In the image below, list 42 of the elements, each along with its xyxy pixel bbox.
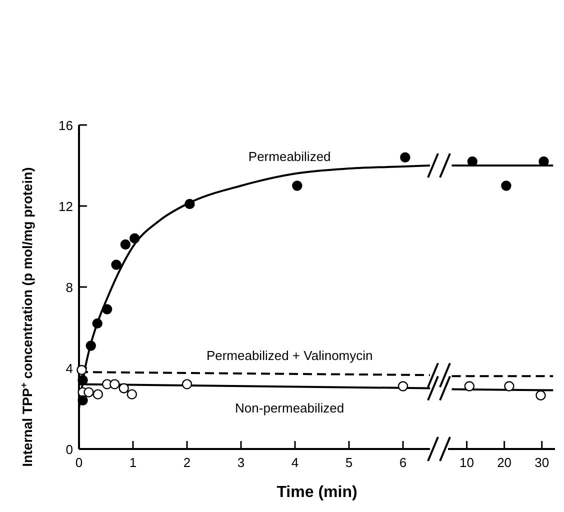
y-tick-label: 4	[66, 361, 73, 376]
x-tick-label: 6	[399, 455, 407, 470]
point	[84, 387, 94, 398]
x-tick-label: 5	[345, 455, 353, 470]
point	[464, 381, 474, 392]
point	[86, 340, 96, 351]
series-label: Non-permeabilized	[235, 400, 344, 416]
point	[102, 304, 112, 314]
y-tick-label: 0	[66, 442, 73, 457]
x-axis-title: Time (min)	[276, 484, 358, 501]
y-tick-label: 12	[58, 199, 73, 214]
point	[130, 233, 140, 244]
x-tick-label: 2	[183, 455, 191, 470]
x-tick-label: 30	[534, 455, 550, 470]
point	[76, 364, 87, 376]
x-tick-label: 10	[460, 455, 474, 470]
point	[111, 260, 122, 270]
x-tick-label: 4	[291, 455, 299, 470]
x-tick-label: 20	[497, 455, 512, 470]
y-tick-label: 8	[66, 280, 73, 295]
x-tick-label: 3	[237, 455, 245, 470]
point	[78, 375, 88, 386]
point	[504, 381, 514, 392]
point	[120, 239, 131, 250]
point	[78, 395, 88, 406]
point	[110, 379, 120, 390]
point	[292, 180, 302, 191]
point	[118, 383, 129, 394]
point	[398, 381, 408, 392]
point	[536, 390, 546, 400]
series-label: Permeabilized	[248, 148, 331, 164]
series-label: Permeabilized + Valinomycin	[206, 348, 373, 363]
point	[92, 389, 103, 400]
y-tick-label: 16	[58, 118, 73, 133]
x-tick-label: 1	[129, 455, 137, 470]
point	[92, 318, 102, 329]
point	[126, 389, 138, 400]
point	[182, 379, 192, 390]
point	[184, 198, 195, 210]
x-tick-label: 0	[75, 455, 83, 470]
point	[400, 152, 410, 162]
point	[501, 180, 512, 191]
